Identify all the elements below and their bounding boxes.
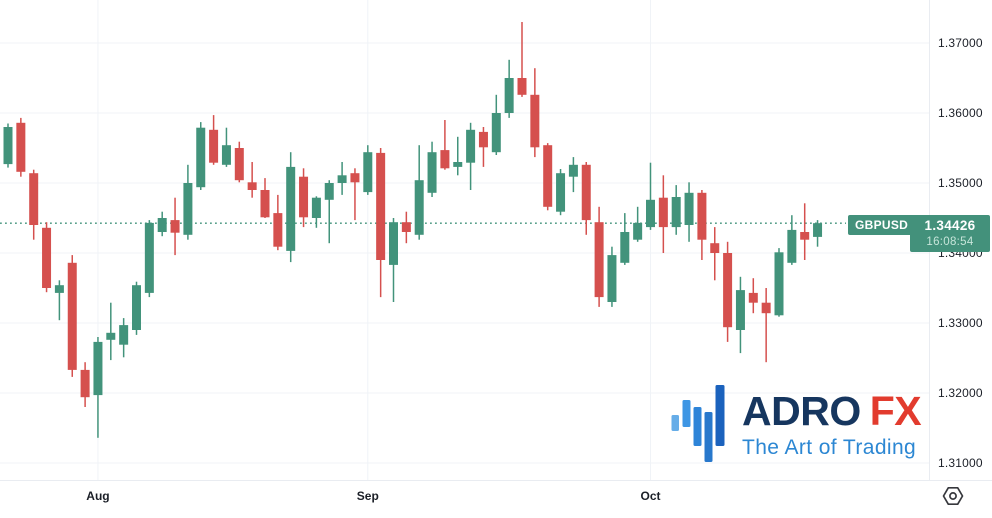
symbol-price-label: GBPUSD xyxy=(848,215,916,235)
candle-up xyxy=(389,222,398,265)
candle-down xyxy=(209,129,219,163)
candle-up xyxy=(144,222,154,293)
candle-up xyxy=(196,127,206,188)
candle-down xyxy=(581,164,591,221)
time-axis-label-oct: Oct xyxy=(640,489,661,503)
candle-down xyxy=(748,292,758,303)
candle-up xyxy=(183,183,193,235)
logo-bar xyxy=(693,407,702,446)
candle-down xyxy=(234,148,244,181)
candle-up xyxy=(106,332,116,340)
candle-down xyxy=(299,176,309,218)
candle-up xyxy=(3,127,13,165)
candle-down xyxy=(800,232,810,240)
candle-up xyxy=(324,183,334,200)
candle-down xyxy=(80,369,90,398)
price-axis-label: 1.31000 xyxy=(938,456,983,470)
candle-up xyxy=(427,152,437,193)
candle-up xyxy=(646,199,655,228)
candle-up xyxy=(466,129,476,163)
candle-down xyxy=(16,122,26,172)
adrofx-logo: ADRO FX The Art of Trading xyxy=(670,383,922,465)
logo-bar xyxy=(715,385,725,446)
price-axis-label: 1.36000 xyxy=(938,106,983,120)
candle-down xyxy=(710,243,720,253)
candle-up xyxy=(54,285,64,293)
candle-up xyxy=(671,197,681,228)
adrofx-tagline: The Art of Trading xyxy=(742,436,917,459)
candle-up xyxy=(813,223,823,237)
candle-down xyxy=(761,302,771,314)
candle-up xyxy=(633,222,643,240)
candle-up xyxy=(363,152,373,193)
candle-down xyxy=(260,190,270,218)
candle-up xyxy=(414,180,424,235)
candle-down xyxy=(594,222,604,298)
price-axis-label: 1.32000 xyxy=(938,386,983,400)
candle-up xyxy=(684,192,694,225)
candle-up xyxy=(568,164,578,177)
candle-up xyxy=(119,325,129,345)
candle-up xyxy=(337,175,347,183)
candle-down xyxy=(530,94,540,148)
current-price-value: 1.34426 xyxy=(924,217,976,233)
candle-down xyxy=(273,213,283,247)
logo-bar xyxy=(671,415,679,431)
candle-up xyxy=(607,255,617,302)
candle-down xyxy=(350,173,360,183)
candle-down xyxy=(247,182,257,190)
candle-down xyxy=(170,220,180,233)
price-axis-label: 1.35000 xyxy=(938,176,983,190)
logo-bar xyxy=(682,400,691,427)
candle-down xyxy=(517,78,527,95)
adrofx-wordmark-adro: ADRO xyxy=(742,388,861,434)
current-price-label: 1.34426 16:08:54 xyxy=(910,215,990,252)
candle-down xyxy=(42,227,52,288)
candle-up xyxy=(504,78,514,113)
candle-down xyxy=(478,131,488,148)
symbol-label: GBPUSD xyxy=(855,218,909,232)
candle-up xyxy=(787,229,797,263)
time-axis-label-sep: Sep xyxy=(356,489,379,503)
candle-up xyxy=(286,166,296,251)
candle-up xyxy=(311,197,321,218)
candle-down xyxy=(440,150,450,169)
price-axis-label: 1.37000 xyxy=(938,36,983,50)
adrofx-wordmark: ADRO FX xyxy=(742,388,922,434)
candle-up xyxy=(132,285,141,330)
candle-down xyxy=(376,152,386,260)
candle-up xyxy=(491,113,501,153)
candle-down xyxy=(543,145,553,207)
candle-up xyxy=(221,145,231,165)
candle-up xyxy=(620,232,630,263)
bar-countdown-timer: 16:08:54 xyxy=(926,235,974,248)
price-axis-label: 1.33000 xyxy=(938,316,983,330)
time-axis[interactable]: Aug Sep Oct xyxy=(0,480,992,518)
candle-up xyxy=(157,218,167,232)
candle-down xyxy=(658,197,668,228)
logo-bar xyxy=(704,412,713,462)
adrofx-logo-bars-icon xyxy=(671,385,725,462)
time-axis-label-aug: Aug xyxy=(86,489,110,503)
price-scale-settings-icon[interactable] xyxy=(941,484,965,508)
adrofx-wordmark-fx: FX xyxy=(869,388,922,434)
candle-up xyxy=(453,162,463,167)
candle-up xyxy=(556,173,566,212)
candle-up xyxy=(93,341,103,396)
candle-down xyxy=(723,253,733,328)
candle-down xyxy=(697,192,707,240)
candle-up xyxy=(735,290,745,330)
candle-down xyxy=(401,222,411,232)
candle-down xyxy=(67,262,77,370)
candle-down xyxy=(29,173,39,225)
candle-up xyxy=(774,252,784,316)
